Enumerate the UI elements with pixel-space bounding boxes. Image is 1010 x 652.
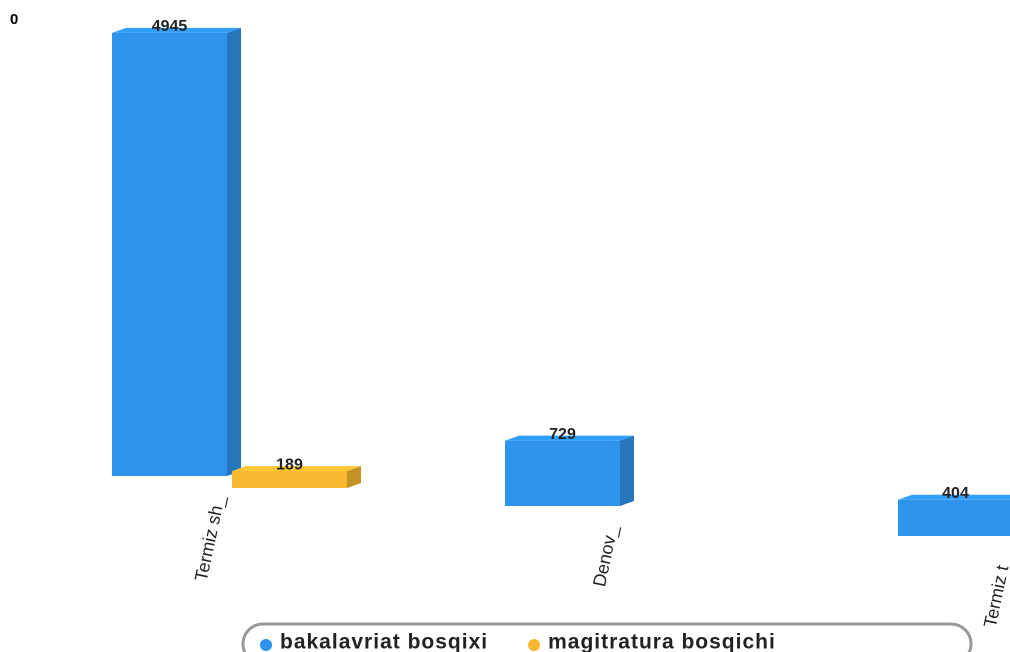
bar-top <box>505 435 634 441</box>
bar-top <box>232 466 361 472</box>
bar-top <box>898 494 1010 500</box>
bar-top <box>112 27 241 33</box>
x-tick-label: Termiz t_ <box>980 553 1010 630</box>
bar-front <box>232 471 347 488</box>
bar-side <box>227 27 241 476</box>
bar-front <box>112 32 227 476</box>
bar-front <box>898 499 1010 536</box>
x-tick-label: Denov_ <box>589 523 623 589</box>
legend-marker <box>260 639 272 651</box>
bar-side <box>620 435 634 506</box>
bar-front <box>505 440 620 506</box>
legend-marker <box>528 639 541 651</box>
data-label: 404 <box>942 485 969 502</box>
data-label: 189 <box>276 456 303 473</box>
bar-side <box>347 466 361 488</box>
data-label: 4945 <box>152 18 188 35</box>
bar <box>112 27 241 476</box>
legend-frame <box>241 622 973 652</box>
legend-label: magitratura bosqichi <box>548 631 776 652</box>
corner-label: 0 <box>10 11 18 28</box>
bar <box>505 435 634 506</box>
bar <box>232 466 361 488</box>
legend-label: bakalavriat bosqixi <box>280 631 488 652</box>
x-tick-label: Termiz sh_ <box>191 493 230 583</box>
data-label: 729 <box>549 426 576 443</box>
bar <box>898 494 1010 536</box>
